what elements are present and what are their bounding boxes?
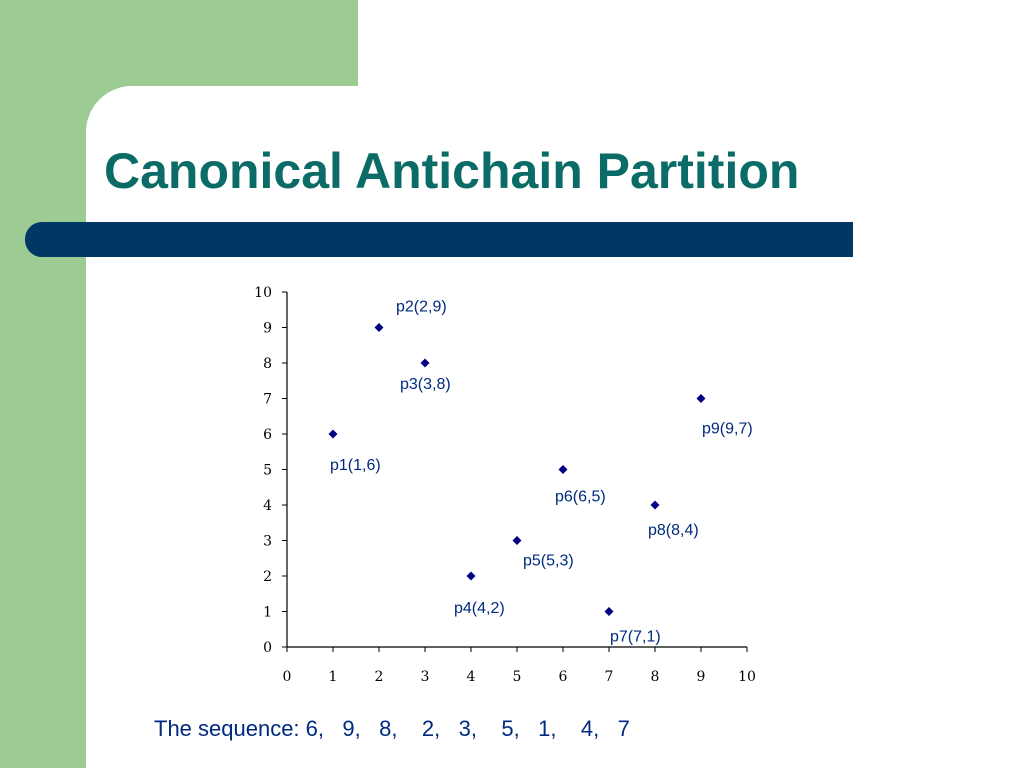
data-point-label: p1(1,6) (330, 457, 381, 474)
data-point-marker (420, 358, 430, 368)
y-tick-label: 7 (263, 392, 272, 408)
x-tick-label: 7 (605, 669, 614, 685)
y-tick-label: 4 (263, 498, 272, 514)
data-point-label: p2(2,9) (396, 299, 447, 316)
y-tick-label: 0 (263, 640, 272, 656)
sequence-prefix: The sequence: (154, 716, 300, 741)
x-tick-label: 5 (513, 669, 522, 685)
data-point-marker (466, 571, 476, 581)
x-tick-label: 10 (738, 669, 756, 685)
data-point-marker (374, 323, 384, 332)
y-tick-label: 1 (263, 605, 272, 621)
data-point-marker (604, 607, 614, 616)
sequence-value: 1, (538, 716, 557, 741)
y-tick-label: 2 (263, 569, 272, 585)
x-tick-label: 3 (421, 669, 430, 685)
y-tick-label: 6 (263, 427, 272, 443)
y-tick-label: 5 (263, 463, 272, 479)
title-underline-bar (25, 222, 853, 257)
sequence-value: 7 (617, 716, 630, 741)
data-point-label: p3(3,8) (400, 376, 451, 393)
data-point-marker (696, 394, 706, 403)
y-tick-label: 8 (263, 356, 272, 372)
data-point-label: p9(9,7) (702, 421, 753, 438)
data-point-label: p6(6,5) (555, 489, 606, 506)
data-point-marker (512, 536, 522, 545)
y-tick-label: 9 (263, 321, 272, 337)
x-tick-label: 2 (375, 669, 384, 685)
sequence-value: 4, (580, 716, 600, 741)
data-point-label: p7(7,1) (610, 629, 661, 646)
data-point-marker (650, 500, 660, 510)
slide-panel (86, 86, 1024, 768)
data-point-label: p5(5,3) (523, 553, 574, 570)
y-tick-label: 10 (254, 285, 272, 301)
x-tick-label: 4 (467, 669, 476, 685)
y-tick-label: 3 (263, 534, 272, 550)
slide-title: Canonical Antichain Partition (104, 143, 800, 199)
data-point-marker (558, 465, 568, 474)
x-tick-label: 1 (329, 669, 338, 685)
sequence-value: 8, (379, 716, 398, 741)
sequence-value: 2, (421, 716, 441, 741)
sequence-value: 6, (305, 716, 325, 741)
x-tick-label: 6 (559, 669, 568, 685)
x-tick-label: 0 (283, 669, 292, 685)
x-tick-label: 8 (651, 669, 660, 685)
data-point-marker (328, 429, 338, 439)
sequence-line: The sequence: 6, 9, 8, 2, 3, 5, 1, 4, 7 (154, 714, 630, 744)
sequence-value: 3, (458, 716, 477, 741)
x-tick-label: 9 (697, 669, 706, 685)
sequence-value: 9, (342, 716, 361, 741)
data-point-label: p8(8,4) (648, 522, 699, 539)
data-point-label: p4(4,2) (454, 600, 505, 617)
sequence-value: 5, (501, 716, 520, 741)
